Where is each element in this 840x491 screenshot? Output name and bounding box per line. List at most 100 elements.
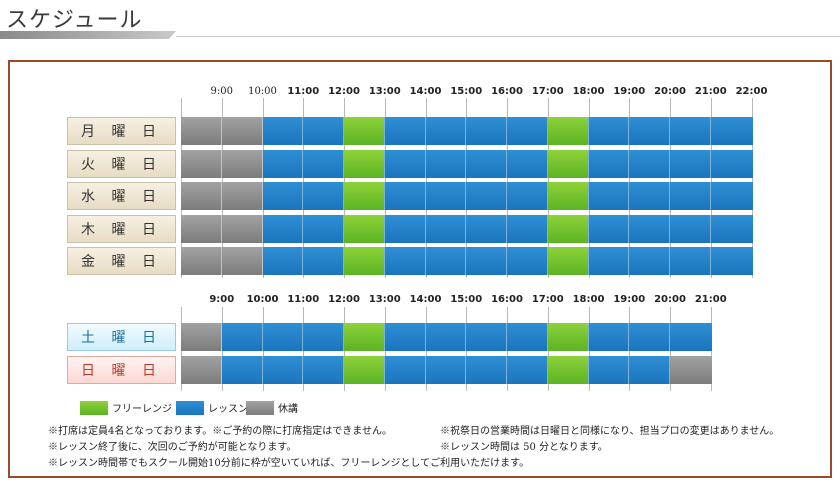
slot-lesson <box>384 323 426 351</box>
time-label: 19:00 <box>613 294 646 305</box>
slot-free <box>547 149 589 178</box>
note-free-range: ※レッスン時間帯でもスクール開始10分前に枠が空いていれば、フリーレンジとしてご… <box>48 458 530 469</box>
time-label: 14:00 <box>409 86 442 97</box>
slot-lesson <box>262 323 304 351</box>
day-label: 土 曜 日 <box>67 323 176 351</box>
slot-lesson <box>710 117 753 145</box>
slot-lesson <box>588 355 630 384</box>
slot-lesson <box>629 149 670 178</box>
slot-lesson <box>303 117 344 145</box>
time-label: 16:00 <box>491 294 523 305</box>
time-label: 15:00 <box>450 86 483 97</box>
slot-lesson <box>303 214 344 243</box>
slot-closed <box>221 117 263 145</box>
slot-lesson <box>466 247 507 275</box>
slot-closed <box>181 323 222 351</box>
slot-lesson <box>629 182 670 210</box>
slot-lesson <box>262 355 304 384</box>
slot-lesson <box>629 355 670 384</box>
slot-lesson <box>425 182 467 210</box>
slot-closed <box>221 214 263 243</box>
slot-lesson <box>710 247 753 275</box>
day-label: 木 曜 日 <box>67 214 176 243</box>
slot-closed <box>221 149 263 178</box>
slot-lesson <box>588 214 630 243</box>
slot-lesson <box>384 117 426 145</box>
slot-free <box>547 355 589 384</box>
slot-lesson <box>629 323 670 351</box>
time-label: 20:00 <box>654 294 686 305</box>
legend-closed: 休講 <box>246 400 298 415</box>
slot-free <box>547 117 589 145</box>
slot-closed <box>181 117 222 145</box>
slot-lesson <box>262 182 304 210</box>
legend-lesson-label: レッスン <box>208 404 248 415</box>
legend-closed-label: 休講 <box>278 404 298 415</box>
slot-lesson <box>384 214 426 243</box>
day-label: 金 曜 日 <box>67 247 176 275</box>
slot-free <box>344 182 385 210</box>
slot-lesson <box>466 117 507 145</box>
slot-closed <box>181 355 222 384</box>
time-label: 22:00 <box>735 86 768 97</box>
time-label: 17:00 <box>531 86 564 97</box>
time-label: 18:00 <box>572 86 605 97</box>
slot-lesson <box>588 117 630 145</box>
time-label: 17:00 <box>531 294 564 305</box>
time-label: 11:00 <box>287 86 320 97</box>
slot-lesson <box>629 117 670 145</box>
slot-lesson <box>588 247 630 275</box>
slot-lesson <box>507 117 548 145</box>
time-label: 20:00 <box>654 86 686 97</box>
slot-lesson <box>670 182 711 210</box>
slot-lesson <box>303 355 344 384</box>
slot-lesson <box>588 149 630 178</box>
slot-lesson <box>466 323 507 351</box>
slot-lesson <box>303 323 344 351</box>
time-label: 13:00 <box>368 86 401 97</box>
slot-lesson <box>425 117 467 145</box>
slot-lesson <box>221 355 263 384</box>
slot-closed <box>670 355 712 384</box>
slot-lesson <box>303 149 344 178</box>
slot-lesson <box>670 117 711 145</box>
time-label: 15:00 <box>450 294 483 305</box>
slot-lesson <box>710 182 753 210</box>
slot-closed <box>181 149 222 178</box>
free-swatch <box>80 400 108 415</box>
slot-lesson <box>670 149 711 178</box>
slot-lesson <box>629 214 670 243</box>
time-label: 11:00 <box>287 294 320 305</box>
slot-lesson <box>303 182 344 210</box>
slot-lesson <box>466 149 507 178</box>
slot-lesson <box>384 355 426 384</box>
note-reservation: ※レッスン終了後に、次回のご予約が可能となります。 <box>48 442 297 453</box>
slot-lesson <box>262 247 304 275</box>
slot-lesson <box>588 323 630 351</box>
time-label: 18:00 <box>572 294 605 305</box>
time-label: 12:00 <box>328 86 360 97</box>
slot-lesson <box>507 323 548 351</box>
slot-free <box>344 247 385 275</box>
day-label: 火 曜 日 <box>67 149 176 178</box>
slot-closed <box>181 182 222 210</box>
slot-free <box>547 214 589 243</box>
page-title: スケジュール <box>6 8 143 33</box>
slot-free <box>344 323 385 351</box>
slot-lesson <box>425 149 467 178</box>
slot-lesson <box>507 214 548 243</box>
time-label: 21:00 <box>694 294 727 305</box>
day-label: 日 曜 日 <box>67 355 176 384</box>
slot-lesson <box>507 247 548 275</box>
time-label: 13:00 <box>368 294 401 305</box>
slot-lesson <box>466 355 507 384</box>
slot-closed <box>181 247 222 275</box>
time-label: 12:00 <box>328 294 360 305</box>
slot-lesson <box>670 214 711 243</box>
slot-lesson <box>425 214 467 243</box>
time-label: 19:00 <box>613 86 646 97</box>
slot-lesson <box>507 182 548 210</box>
slot-free <box>344 149 385 178</box>
slot-free <box>547 247 589 275</box>
slot-free <box>344 355 385 384</box>
